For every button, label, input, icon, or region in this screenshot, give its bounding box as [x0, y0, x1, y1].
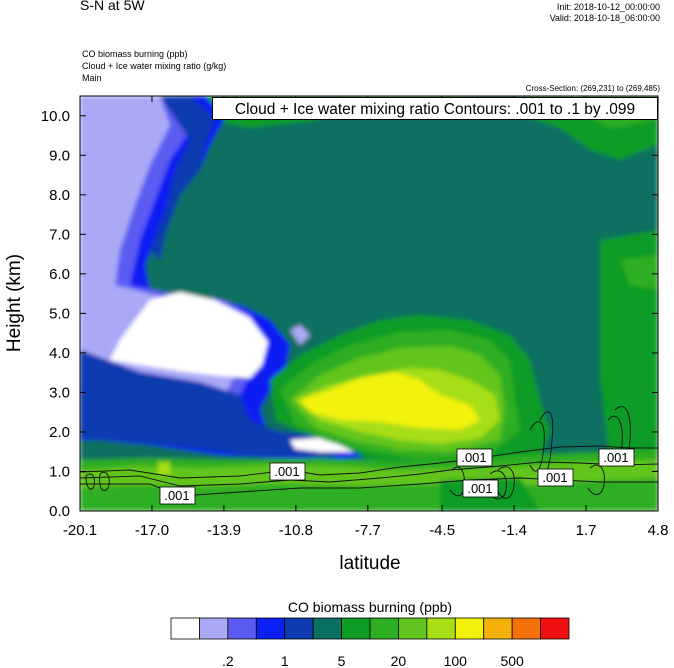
colorbar-tick-label: 500 [500, 653, 524, 668]
field-region [600, 230, 658, 460]
contour-label: .001 [603, 450, 628, 465]
y-tick-label: 3.0 [49, 384, 70, 401]
x-tick-label: -20.1 [63, 522, 97, 539]
contour-line [80, 461, 658, 487]
contour-line [99, 471, 110, 492]
cross-section-label: Cross-Section: (269,231) to (269,485) [525, 84, 660, 93]
x-tick-label: 1.7 [576, 522, 597, 539]
init-time: Init: 2018-10-12_00:00:00 [556, 2, 660, 12]
x-axis-title: latitude [339, 553, 400, 574]
field-region [300, 372, 480, 430]
y-tick-label: 6.0 [49, 266, 70, 283]
x-tick-label: -13.9 [207, 522, 241, 539]
colorbar-swatch [426, 617, 456, 640]
field-region [290, 325, 310, 345]
plot-title: S-N at 5W [80, 0, 145, 13]
contour-label: .001 [467, 481, 492, 496]
colorbar-swatch [227, 617, 257, 640]
y-tick-label: 10.0 [41, 108, 70, 125]
x-tick-label: 4.8 [648, 522, 669, 539]
y-axis-title: Height (km) [4, 254, 25, 352]
y-tick-label: 8.0 [49, 187, 70, 204]
colorbar-swatch [540, 617, 570, 640]
y-tick-label: 4.0 [49, 345, 70, 362]
contour-label: .001 [274, 464, 299, 479]
field-label-cloud: Cloud + Ice water mixing ratio (g/kg) [82, 61, 227, 71]
contour-label: .001 [542, 470, 567, 485]
contour-info-box: Cloud + Ice water mixing ratio Contours:… [212, 97, 658, 120]
field-region [80, 350, 360, 458]
colorbar-labels: .2 1 5 20 100 500 [222, 653, 524, 668]
colorbar-tick-label: 1 [281, 653, 289, 668]
y-tick-label: 7.0 [49, 226, 70, 243]
colorbar-swatch [199, 617, 229, 640]
field-region [150, 96, 215, 260]
contour-line [497, 466, 515, 499]
colorbar-swatch [170, 617, 200, 640]
contour-line [529, 421, 545, 472]
colorbar-swatch [255, 617, 286, 640]
y-tick-label: 1.0 [49, 463, 70, 480]
colorbar [170, 617, 570, 640]
colorbar-swatch [341, 617, 371, 640]
contour-label: .001 [461, 450, 486, 465]
colorbar-tick-label: 100 [444, 653, 468, 668]
field-label-main: Main [82, 73, 102, 83]
contour-label: .001 [164, 488, 189, 503]
field-region [110, 292, 268, 378]
colorbar-tick-label: 5 [338, 653, 346, 668]
x-tick-label: -17.0 [135, 522, 169, 539]
colorbar-swatch [369, 617, 399, 640]
colorbar-swatch [454, 617, 485, 640]
heatmap-field [80, 96, 658, 511]
colorbar-swatch [312, 617, 342, 640]
contour-line [489, 470, 507, 500]
y-tick-label: 0.0 [49, 503, 70, 520]
y-tick-label: 5.0 [49, 305, 70, 322]
contour-line [80, 445, 658, 479]
colorbar-swatch [483, 617, 513, 640]
x-tick-label: -10.8 [279, 522, 313, 539]
valid-time: Valid: 2018-10-18_06:00:00 [549, 13, 660, 23]
colorbar-tick-label: .2 [222, 653, 234, 668]
field-region [158, 462, 170, 475]
x-tick-label: -7.7 [355, 522, 381, 539]
y-tick-label: 9.0 [49, 147, 70, 164]
contour-line [587, 464, 605, 495]
field-label-co: CO biomass burning (ppb) [82, 49, 188, 59]
field-region [620, 255, 658, 290]
x-tick-label: -1.4 [501, 522, 527, 539]
contour-line [85, 473, 95, 490]
colorbar-swatch [398, 617, 428, 640]
x-tick-label: -4.5 [429, 522, 455, 539]
colorbar-swatch [284, 617, 314, 640]
plot-frame [79, 95, 659, 512]
colorbar-swatch [511, 617, 541, 640]
y-tick-label: 2.0 [49, 424, 70, 441]
colorbar-tick-label: 20 [391, 653, 407, 668]
colorbar-title: CO biomass burning (ppb) [288, 599, 452, 615]
contour-labels: .001 .001 .001 .001 .001 .001 [159, 448, 635, 505]
